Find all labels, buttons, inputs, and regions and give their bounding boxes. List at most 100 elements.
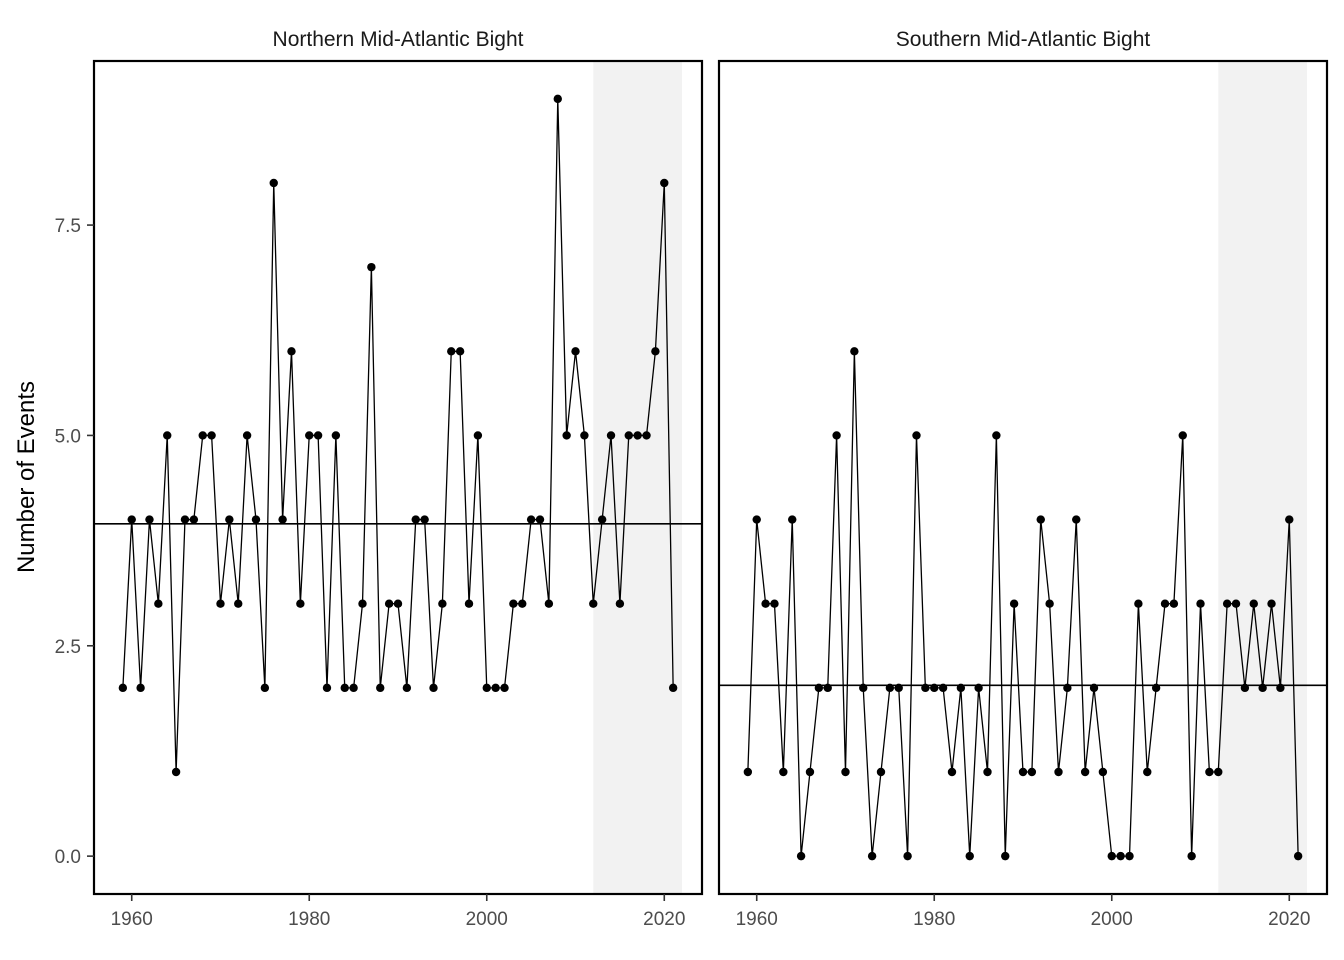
data-point <box>606 431 616 440</box>
y-tick-label: 2.5 <box>55 637 81 658</box>
data-point <box>796 851 806 861</box>
data-point <box>743 767 753 777</box>
data-point <box>482 683 491 693</box>
data-point <box>322 683 332 693</box>
data-point <box>367 262 376 272</box>
data-point <box>1205 767 1214 777</box>
data-point <box>1054 767 1063 777</box>
y-tick-label: 0.0 <box>55 847 81 868</box>
data-point <box>1027 767 1037 777</box>
data-point <box>1089 683 1099 693</box>
data-point <box>473 431 483 440</box>
data-point <box>242 431 252 440</box>
data-point <box>947 767 957 777</box>
data-point <box>464 599 474 608</box>
data-point <box>553 94 562 104</box>
data-point <box>198 431 207 440</box>
data-point <box>1285 515 1294 524</box>
data-point <box>983 767 992 777</box>
data-point <box>154 599 163 608</box>
data-point <box>340 683 349 693</box>
data-point <box>1293 851 1303 861</box>
data-point <box>171 767 181 777</box>
data-point <box>668 683 678 693</box>
data-point <box>823 683 832 693</box>
data-point <box>841 767 850 777</box>
panel-northern: Northern Mid-Atlantic Bight 1960 1980 2000 2… <box>92 28 704 930</box>
shaded-region <box>593 61 683 894</box>
data-point <box>207 431 216 440</box>
data-point <box>518 599 527 608</box>
data-point <box>331 431 341 440</box>
data-point <box>1001 851 1010 861</box>
data-point <box>127 515 136 524</box>
data-point <box>216 599 225 608</box>
x-tick-label: 1980 <box>288 909 330 930</box>
data-point <box>402 683 412 693</box>
data-point <box>589 599 598 608</box>
data-point <box>313 431 323 440</box>
x-tick-label: 2000 <box>466 909 508 930</box>
data-point <box>384 599 394 608</box>
data-point <box>163 431 172 440</box>
data-point <box>420 515 429 524</box>
data-point <box>624 431 633 440</box>
data-point <box>305 431 314 440</box>
data-point <box>660 178 669 188</box>
data-point <box>894 683 903 693</box>
x-tick-label: 2000 <box>1091 909 1133 930</box>
data-point <box>912 431 921 440</box>
data-point <box>921 683 930 693</box>
data-point <box>500 683 509 693</box>
data-point <box>1063 683 1072 693</box>
data-point <box>788 515 797 524</box>
panel-title: Southern Mid-Atlantic Bight <box>896 28 1151 51</box>
data-point <box>1240 683 1250 693</box>
data-point <box>278 515 287 524</box>
data-point <box>1036 515 1045 524</box>
data-point <box>1222 599 1232 608</box>
x-tick-label: 1960 <box>111 909 153 930</box>
data-point <box>571 347 580 356</box>
data-point <box>580 431 589 440</box>
data-point <box>814 683 824 693</box>
data-point <box>234 599 243 608</box>
data-point <box>1098 767 1108 777</box>
data-point <box>1116 851 1125 861</box>
x-tick-label: 2020 <box>1268 909 1310 930</box>
data-point <box>832 431 841 440</box>
y-axis-title: Number of Events <box>13 381 40 573</box>
data-point <box>597 515 607 524</box>
data-point <box>642 431 651 440</box>
data-point <box>651 347 660 356</box>
data-point <box>1080 767 1090 777</box>
data-point <box>805 767 815 777</box>
data-point <box>349 683 358 693</box>
data-point <box>876 767 886 777</box>
data-point <box>180 515 190 524</box>
data-point <box>633 431 642 440</box>
data-point <box>1018 767 1028 777</box>
data-point <box>189 515 199 524</box>
data-point <box>1134 599 1143 608</box>
data-point <box>438 599 447 608</box>
data-point <box>859 683 868 693</box>
panel-border <box>92 59 704 896</box>
data-point <box>867 851 877 861</box>
data-point <box>526 515 536 524</box>
data-point <box>358 599 367 608</box>
data-point <box>1196 599 1205 608</box>
panel-title: Northern Mid-Atlantic Bight <box>273 28 524 51</box>
data-point <box>850 347 859 356</box>
data-point <box>118 683 128 693</box>
data-point <box>535 515 545 524</box>
data-point <box>1045 599 1054 608</box>
x-tick-label: 2020 <box>643 909 685 930</box>
data-point <box>1249 599 1258 608</box>
panel-southern: Southern Mid-Atlantic Bight 1960 1980 2000 2… <box>717 28 1329 930</box>
data-point <box>447 347 456 356</box>
data-point <box>429 683 438 693</box>
data-point <box>992 431 1001 440</box>
shaded-region <box>1218 61 1308 894</box>
